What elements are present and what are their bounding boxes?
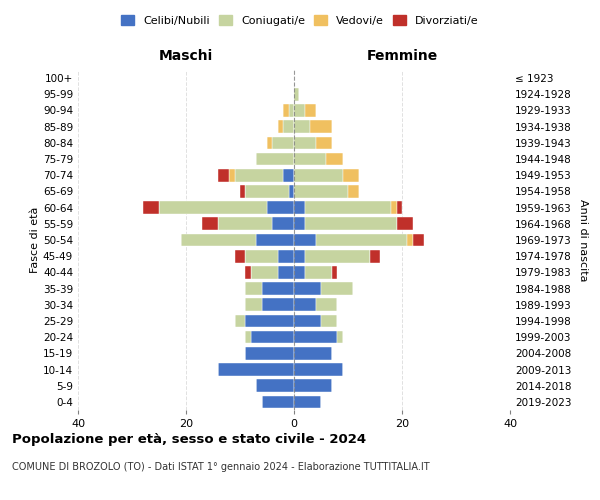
Bar bbox=[218, 218, 272, 230]
Bar bbox=[272, 136, 294, 149]
Bar bbox=[256, 234, 294, 246]
Bar bbox=[218, 169, 229, 181]
Bar bbox=[316, 136, 332, 149]
Bar bbox=[251, 266, 278, 278]
Bar bbox=[294, 234, 316, 246]
Bar bbox=[294, 202, 305, 214]
Y-axis label: Fasce di età: Fasce di età bbox=[30, 207, 40, 273]
Bar bbox=[321, 314, 337, 328]
Bar bbox=[294, 314, 321, 328]
Bar bbox=[294, 298, 316, 311]
Bar bbox=[245, 185, 289, 198]
Bar bbox=[235, 314, 245, 328]
Bar bbox=[391, 202, 397, 214]
Bar bbox=[272, 218, 294, 230]
Bar bbox=[305, 202, 391, 214]
Bar bbox=[202, 218, 218, 230]
Bar bbox=[321, 282, 353, 295]
Text: Femmine: Femmine bbox=[367, 48, 437, 62]
Bar bbox=[305, 104, 316, 117]
Bar bbox=[289, 104, 294, 117]
Bar bbox=[283, 104, 289, 117]
Bar bbox=[294, 169, 343, 181]
Bar bbox=[294, 250, 305, 262]
Bar bbox=[245, 347, 294, 360]
Bar bbox=[218, 363, 294, 376]
Bar bbox=[294, 120, 310, 133]
Bar bbox=[240, 185, 245, 198]
Bar bbox=[159, 202, 267, 214]
Bar bbox=[294, 266, 305, 278]
Bar bbox=[316, 234, 407, 246]
Bar bbox=[235, 169, 283, 181]
Bar bbox=[235, 250, 245, 262]
Bar bbox=[283, 120, 294, 133]
Bar bbox=[294, 218, 305, 230]
Bar bbox=[181, 234, 256, 246]
Bar bbox=[267, 136, 272, 149]
Bar bbox=[294, 88, 299, 101]
Bar bbox=[245, 282, 262, 295]
Bar bbox=[267, 202, 294, 214]
Bar bbox=[245, 266, 251, 278]
Text: Popolazione per età, sesso e stato civile - 2024: Popolazione per età, sesso e stato civil… bbox=[12, 432, 366, 446]
Bar bbox=[370, 250, 380, 262]
Bar bbox=[407, 234, 413, 246]
Bar bbox=[283, 169, 294, 181]
Bar bbox=[294, 136, 316, 149]
Bar bbox=[348, 185, 359, 198]
Bar bbox=[397, 218, 413, 230]
Bar bbox=[245, 331, 251, 344]
Bar bbox=[256, 380, 294, 392]
Bar bbox=[229, 169, 235, 181]
Bar bbox=[294, 380, 332, 392]
Bar bbox=[262, 282, 294, 295]
Bar bbox=[294, 104, 305, 117]
Bar bbox=[294, 331, 337, 344]
Bar bbox=[343, 169, 359, 181]
Bar bbox=[256, 152, 294, 166]
Bar bbox=[294, 347, 332, 360]
Bar bbox=[262, 396, 294, 408]
Text: Maschi: Maschi bbox=[159, 48, 213, 62]
Bar bbox=[245, 314, 294, 328]
Bar bbox=[332, 266, 337, 278]
Bar bbox=[305, 218, 397, 230]
Bar bbox=[251, 331, 294, 344]
Bar bbox=[397, 202, 402, 214]
Text: COMUNE DI BROZOLO (TO) - Dati ISTAT 1° gennaio 2024 - Elaborazione TUTTITALIA.IT: COMUNE DI BROZOLO (TO) - Dati ISTAT 1° g… bbox=[12, 462, 430, 472]
Bar bbox=[278, 250, 294, 262]
Bar bbox=[294, 282, 321, 295]
Bar bbox=[289, 185, 294, 198]
Legend: Celibi/Nubili, Coniugati/e, Vedovi/e, Divorziati/e: Celibi/Nubili, Coniugati/e, Vedovi/e, Di… bbox=[117, 10, 483, 30]
Bar bbox=[305, 266, 332, 278]
Bar bbox=[262, 298, 294, 311]
Bar bbox=[294, 396, 321, 408]
Bar bbox=[294, 185, 348, 198]
Bar bbox=[326, 152, 343, 166]
Bar bbox=[294, 363, 343, 376]
Bar bbox=[245, 250, 278, 262]
Bar bbox=[413, 234, 424, 246]
Y-axis label: Anni di nascita: Anni di nascita bbox=[578, 198, 588, 281]
Bar bbox=[294, 152, 326, 166]
Bar bbox=[245, 298, 262, 311]
Bar bbox=[278, 266, 294, 278]
Bar bbox=[278, 120, 283, 133]
Bar bbox=[310, 120, 332, 133]
Bar bbox=[305, 250, 370, 262]
Bar bbox=[337, 331, 343, 344]
Bar bbox=[143, 202, 159, 214]
Bar bbox=[316, 298, 337, 311]
